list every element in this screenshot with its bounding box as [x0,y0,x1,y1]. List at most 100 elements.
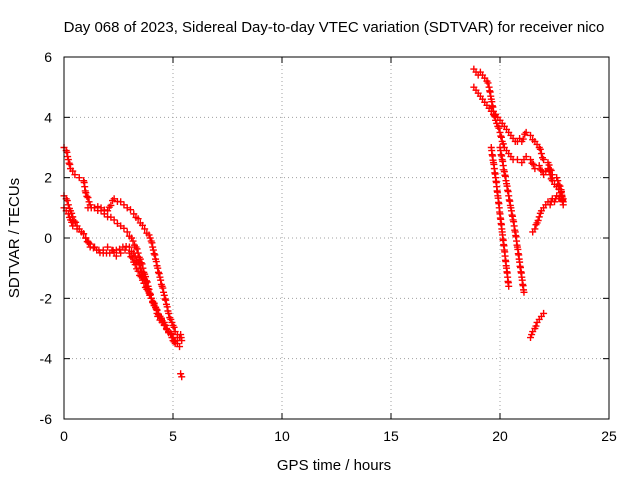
data-point-marker [71,171,79,179]
chart-title: Day 068 of 2023, Sidereal Day-to-day VTE… [64,19,605,36]
data-point-marker [157,314,165,322]
data-point-marker [527,131,535,139]
data-point-marker [73,225,81,233]
data-point-marker [547,166,555,174]
x-axis-label: GPS time / hours [277,457,391,474]
data-point-marker [535,162,543,170]
data-point-marker [134,215,142,223]
data-point-marker [63,148,71,156]
data-point-marker [528,159,536,167]
x-tick-label: 25 [601,428,617,444]
data-point-marker [499,140,507,148]
data-point-marker [149,246,157,254]
data-point-marker [532,322,540,330]
data-point-marker [490,112,498,120]
y-tick-label: 4 [44,109,52,125]
data-point-marker [163,303,171,311]
data-point-marker [154,264,162,272]
data-point-marker [161,295,169,303]
data-point-marker [496,128,504,136]
data-point-marker [117,249,125,257]
data-point-marker [112,246,120,254]
data-point-marker [540,309,548,317]
data-point-marker [64,210,72,218]
data-point-marker [104,243,112,251]
data-point-marker [146,290,154,298]
data-point-marker [133,245,141,253]
data-point-marker [140,274,148,282]
data-point-marker [167,330,175,338]
data-point-marker [66,160,74,168]
data-point-marker [154,268,162,276]
data-point-marker [522,128,530,136]
data-point-marker [165,309,173,317]
data-point-marker [555,181,563,189]
data-point-marker [84,194,92,202]
data-point-marker [495,124,503,132]
data-point-marker [178,373,186,381]
data-point-marker [86,243,94,251]
data-point-marker [64,156,72,164]
data-point-marker [120,224,128,232]
data-point-marker [69,222,77,230]
data-point-marker [529,160,537,168]
data-point-marker [148,239,156,247]
data-point-marker [94,203,102,211]
gridlines [64,57,609,419]
data-point-marker [537,150,545,158]
data-point-marker [107,201,115,209]
data-point-marker [141,275,149,283]
data-point-marker [150,250,158,258]
data-point-marker [100,206,108,214]
y-axis-label: SDTVAR / TECUs [6,178,23,298]
data-point-marker [149,299,157,307]
x-tick-label: 10 [274,428,290,444]
data-point-marker [129,237,137,245]
data-point-marker [554,177,562,185]
data-point-marker [85,239,93,247]
data-point-marker [123,228,131,236]
y-tick-label: -4 [40,351,53,367]
data-point-marker [141,225,149,233]
data-point-marker [155,270,163,278]
data-point-marker [83,238,91,246]
data-point-marker [153,306,161,314]
x-tick-label: 20 [492,428,508,444]
data-point-marker [522,153,530,161]
data-point-marker [75,174,83,182]
data-point-marker [104,207,112,215]
data-point-marker [536,145,544,153]
data-point-marker [535,213,543,221]
data-point-marker [497,132,505,140]
data-point-marker [159,284,167,292]
data-point-marker [558,191,566,199]
data-point-marker [546,201,554,209]
data-point-marker [65,159,73,167]
data-point-marker [126,206,134,214]
y-tick-label: -2 [40,290,53,306]
data-point-marker [546,165,554,173]
data-point-marker [63,197,71,205]
data-point-marker [176,343,184,351]
data-point-marker [112,252,120,260]
data-point-marker [131,252,139,260]
data-point-marker [152,258,160,266]
data-point-marker [83,192,91,200]
x-tick-label: 0 [60,428,68,444]
data-point-marker [527,156,535,164]
data-point-marker [151,251,159,259]
data-point-marker [130,210,138,218]
x-tick-label: 15 [383,428,399,444]
data-point-marker [125,243,133,251]
data-point-marker [540,156,548,164]
data-point-marker [484,79,492,87]
data-point-marker [69,167,77,175]
data-point-marker [513,156,521,164]
data-point-marker [559,198,567,206]
data-point-marker [145,289,153,297]
data-point-marker [138,270,146,278]
y-tick-label: 6 [44,49,52,65]
data-point-marker [519,135,527,143]
data-point-marker [64,201,72,209]
data-point-marker [505,282,513,290]
